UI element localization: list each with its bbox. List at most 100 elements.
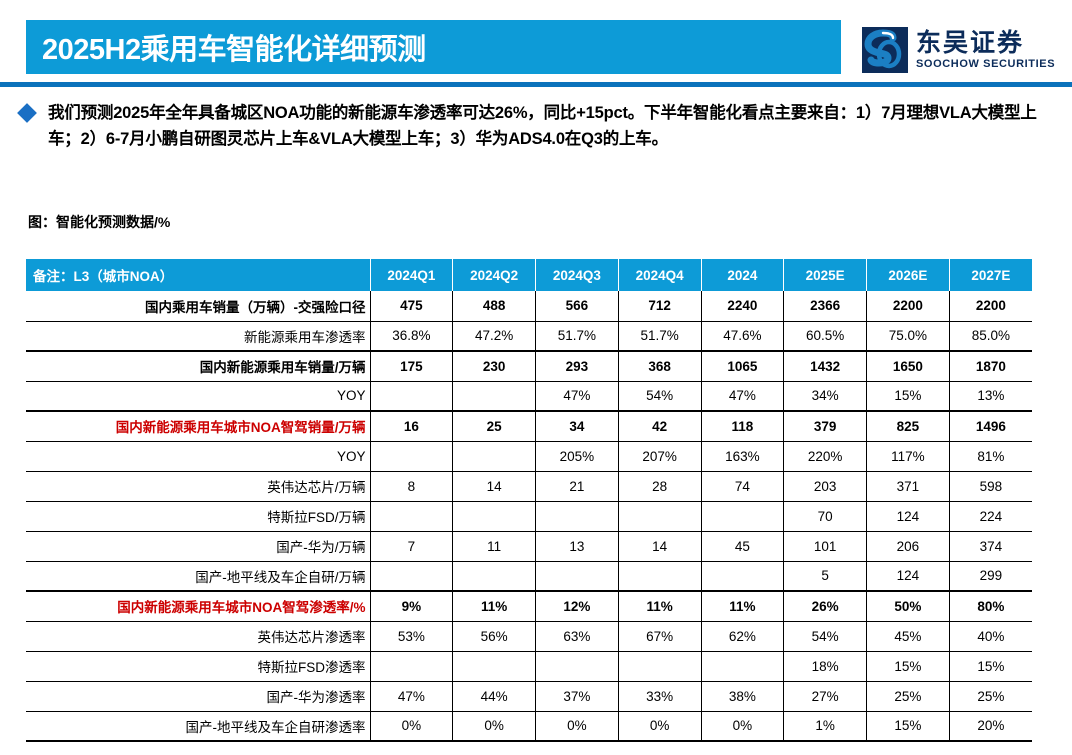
table-cell: 70 xyxy=(783,500,867,531)
table-cell: 374 xyxy=(948,530,1032,561)
table-col-header-2024: 2024 xyxy=(700,259,785,291)
page-title: 2025H2乘用车智能化详细预测 xyxy=(42,34,426,66)
company-logo: 东吴证券 SOOCHOW SECURITIES xyxy=(862,26,1058,74)
table-cell: 299 xyxy=(948,560,1032,591)
table-cell: 60.5% xyxy=(783,320,867,351)
summary-bullet: 我们预测2025年全年具备城区NOA功能的新能源车渗透率可达26%，同比+15p… xyxy=(17,100,1056,152)
table-head: 备注：L3（城市NOA） 2024Q1 2024Q2 2024Q3 2024Q4 202… xyxy=(26,259,1032,291)
table-row-label: 国内乘用车销量（万辆）-交强险口径 xyxy=(26,291,371,321)
table-cell: 5 xyxy=(783,560,867,591)
table-row-label: 国产-地平线及车企自研渗透率 xyxy=(26,710,371,742)
table-cell xyxy=(535,650,619,681)
table-row-label: 国内新能源乘用车销量/万辆 xyxy=(26,350,371,381)
table-cell: 15% xyxy=(948,650,1032,681)
table-cell: 475 xyxy=(369,291,454,321)
forecast-table-wrapper: 备注：L3（城市NOA） 2024Q1 2024Q2 2024Q3 2024Q4 202… xyxy=(26,259,1032,742)
table-cell: 28 xyxy=(617,470,702,501)
table-row: 新能源乘用车渗透率 36.8% 47.2% 51.7% 51.7% 47.6% 60.5% 7… xyxy=(26,320,1032,351)
table-cell: 2200 xyxy=(948,291,1032,321)
table-col-header-2025e: 2025E xyxy=(783,259,867,291)
table-row-label: YOY xyxy=(26,380,371,411)
table-cell: 224 xyxy=(948,500,1032,531)
table-row: 特斯拉FSD/万辆 70 124 224 xyxy=(26,500,1032,531)
table-col-header-2024q3: 2024Q3 xyxy=(535,259,619,291)
table-cell: 51.7% xyxy=(617,320,702,351)
table-row-label: 英伟达芯片渗透率 xyxy=(26,620,371,651)
table-cell: 15% xyxy=(866,710,950,742)
table-cell: 62% xyxy=(700,620,785,651)
table-cell: 117% xyxy=(866,440,950,471)
table-cell xyxy=(700,650,785,681)
table-cell: 45% xyxy=(866,620,950,651)
table-cell: 1496 xyxy=(948,410,1032,441)
table-row: YOY 205% 207% 163% 220% 117% 81% xyxy=(26,440,1032,471)
table-cell xyxy=(535,560,619,591)
table-cell: 33% xyxy=(617,680,702,711)
table-cell xyxy=(452,380,536,411)
table-cell: 47% xyxy=(535,380,619,411)
table-cell: 11% xyxy=(617,590,702,621)
table-cell: 37% xyxy=(535,680,619,711)
table-row: 国产-地平线及车企自研渗透率 0% 0% 0% 0% 0% 1% 15% 20% xyxy=(26,710,1032,742)
table-row: 英伟达芯片渗透率 53% 56% 63% 67% 62% 54% 45% 40% xyxy=(26,620,1032,651)
table-row: 国内新能源乘用车销量/万辆 175 230 293 368 1065 1432 1650 187… xyxy=(26,350,1032,381)
table-cell xyxy=(369,560,454,591)
table-cell xyxy=(369,380,454,411)
table-cell: 21 xyxy=(535,470,619,501)
table-row-label: 国内新能源乘用车城市NOA智驾渗透率/% xyxy=(26,590,371,621)
table-row: 国内乘用车销量（万辆）-交强险口径 475 488 566 712 2240 2366 220… xyxy=(26,291,1032,321)
table-cell: 0% xyxy=(535,710,619,742)
table-cell: 712 xyxy=(617,291,702,321)
logo-name-cn: 东吴证券 xyxy=(916,28,1025,57)
table-col-header-2024q4: 2024Q4 xyxy=(617,259,702,291)
table-row: YOY 47% 54% 47% 34% 15% 13% xyxy=(26,380,1032,411)
table-cell: 47.2% xyxy=(452,320,536,351)
table-cell: 825 xyxy=(866,410,950,441)
slide-title-bar: 2025H2乘用车智能化详细预测 xyxy=(26,20,841,74)
table-cell: 206 xyxy=(866,530,950,561)
table-cell: 27% xyxy=(783,680,867,711)
table-cell: 54% xyxy=(617,380,702,411)
table-cell xyxy=(452,650,536,681)
table-cell xyxy=(369,650,454,681)
table-cell xyxy=(369,440,454,471)
table-cell xyxy=(452,500,536,531)
figure-caption: 图：智能化预测数据/% xyxy=(28,214,171,230)
table-cell: 0% xyxy=(700,710,785,742)
table-cell: 124 xyxy=(866,500,950,531)
table-cell: 368 xyxy=(617,350,702,381)
table-cell: 47% xyxy=(369,680,454,711)
table-cell: 488 xyxy=(452,291,536,321)
table-cell: 379 xyxy=(783,410,867,441)
table-cell: 220% xyxy=(783,440,867,471)
table-col-header-2027e: 2027E xyxy=(948,259,1032,291)
table-row: 特斯拉FSD渗透率 18% 15% 15% xyxy=(26,650,1032,681)
table-cell: 14 xyxy=(452,470,536,501)
table-cell: 25% xyxy=(948,680,1032,711)
table-cell xyxy=(452,560,536,591)
table-cell: 13 xyxy=(535,530,619,561)
table-row-label: 英伟达芯片/万辆 xyxy=(26,470,371,501)
table-cell: 34 xyxy=(535,410,619,441)
table-cell: 13% xyxy=(948,380,1032,411)
table-cell: 67% xyxy=(617,620,702,651)
table-cell: 54% xyxy=(783,620,867,651)
table-row-label: 国产-地平线及车企自研/万辆 xyxy=(26,560,371,591)
table-row: 国产-地平线及车企自研/万辆 5 124 299 xyxy=(26,560,1032,591)
table-cell: 124 xyxy=(866,560,950,591)
table-cell: 1% xyxy=(783,710,867,742)
logo-name-en: SOOCHOW SECURITIES xyxy=(916,57,1056,70)
table-cell xyxy=(617,560,702,591)
table-cell: 598 xyxy=(948,470,1032,501)
table-cell: 56% xyxy=(452,620,536,651)
table-cell: 75.0% xyxy=(866,320,950,351)
table-cell: 293 xyxy=(535,350,619,381)
table-cell xyxy=(700,500,785,531)
table-cell: 26% xyxy=(783,590,867,621)
table-row: 国产-华为渗透率 47% 44% 37% 33% 38% 27% 25% 25% xyxy=(26,680,1032,711)
soochow-logo-mark-icon xyxy=(862,27,908,73)
table-cell: 25 xyxy=(452,410,536,441)
table-cell: 15% xyxy=(866,380,950,411)
table-cell: 18% xyxy=(783,650,867,681)
